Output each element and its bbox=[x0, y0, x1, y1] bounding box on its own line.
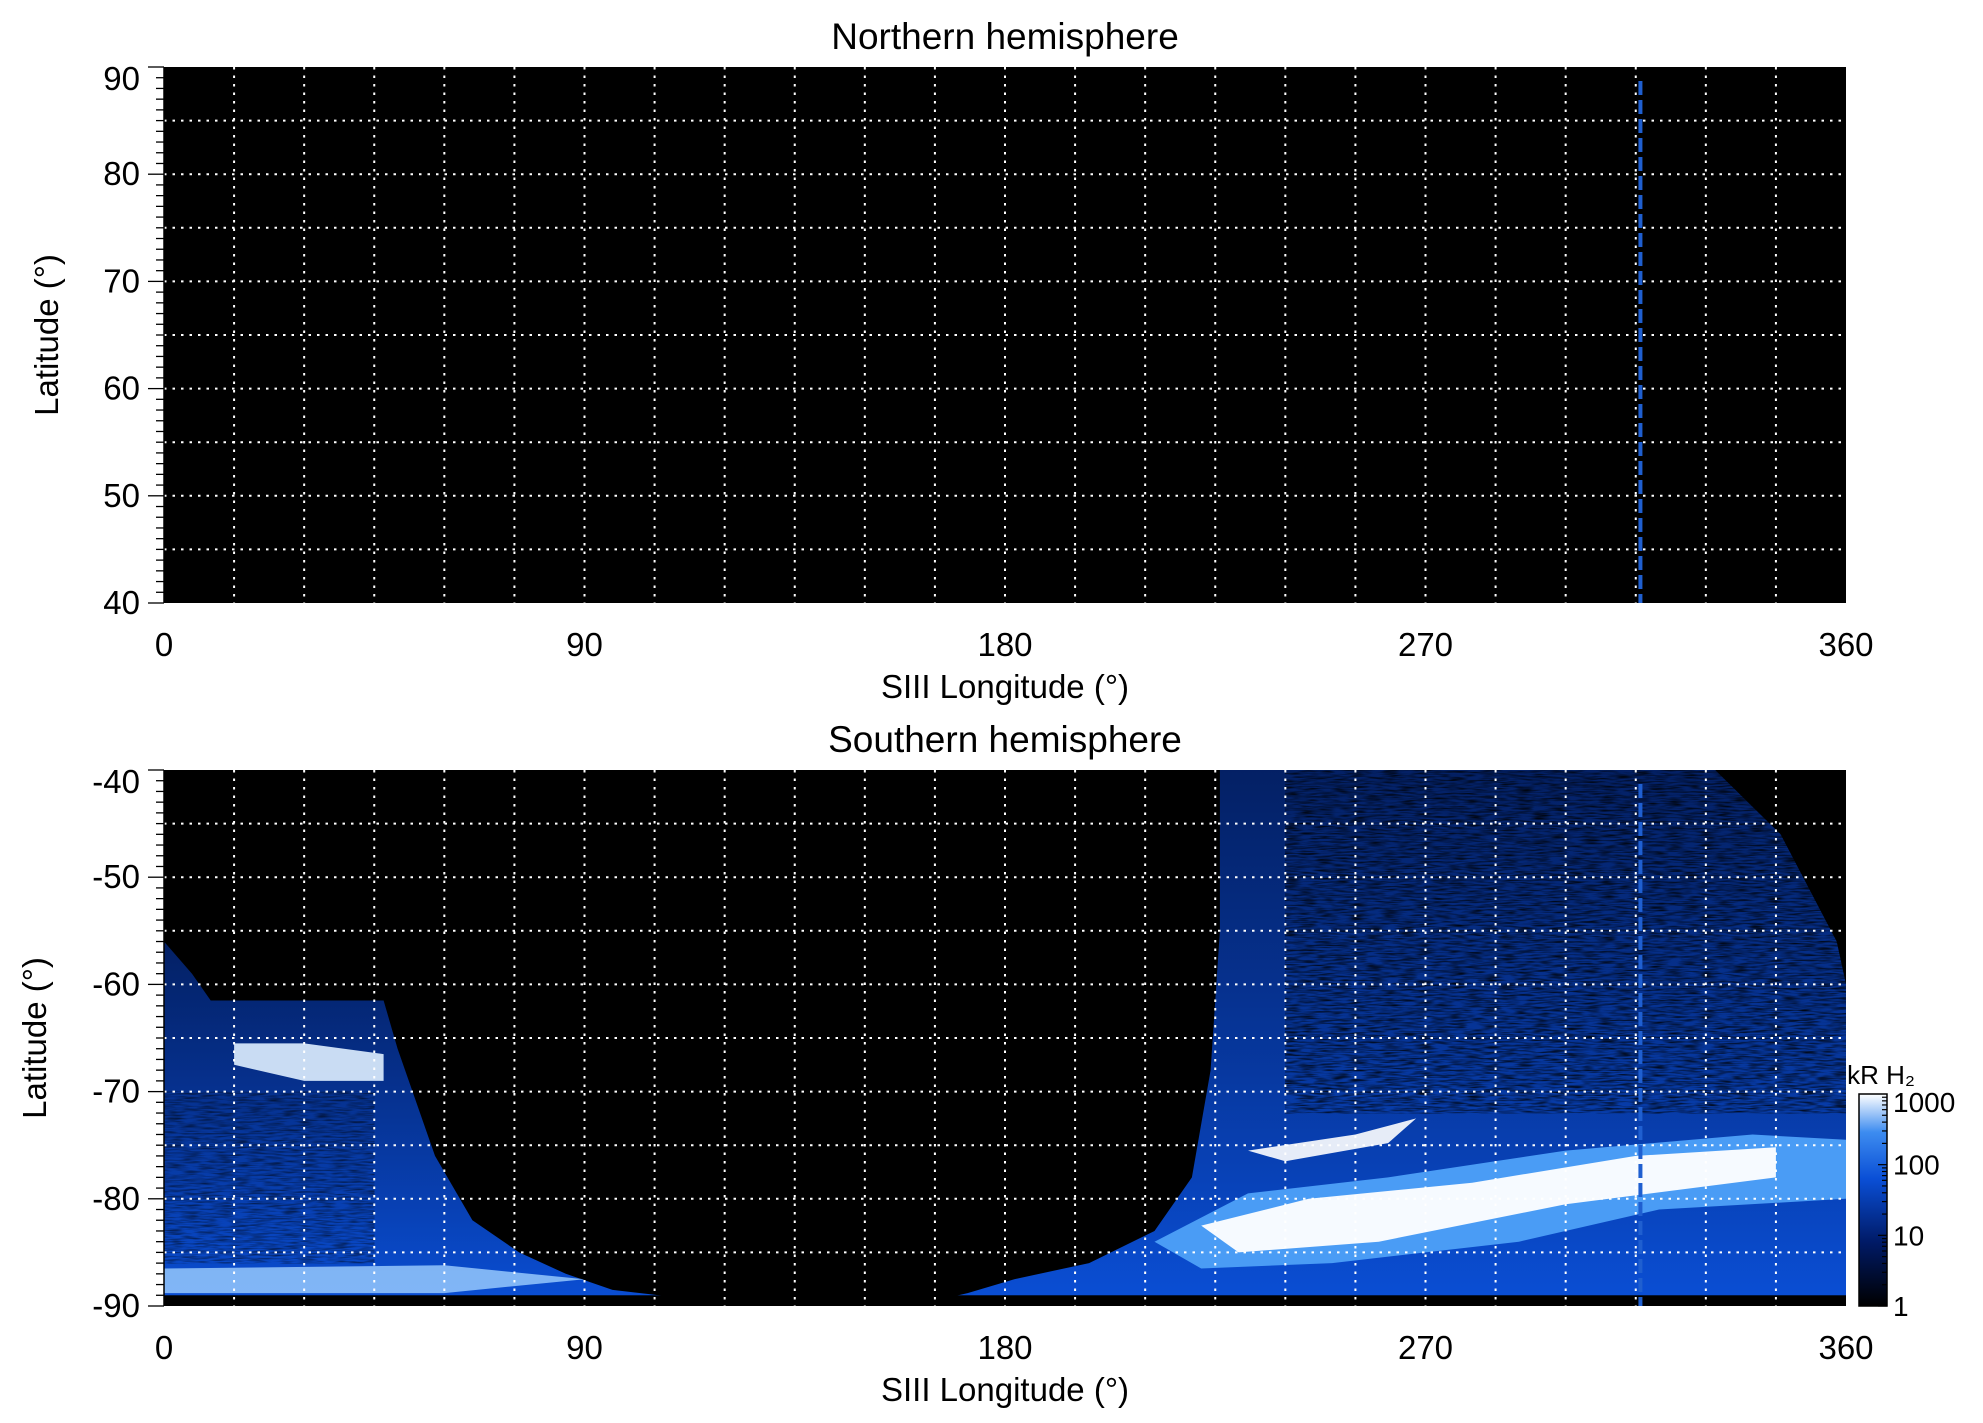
y-tick-label: 50 bbox=[103, 477, 140, 514]
colorbar-gradient bbox=[1858, 1093, 1888, 1307]
southern-aurora-emission bbox=[164, 770, 1846, 1306]
northern-y-axis-label: Latitude (°) bbox=[28, 254, 65, 416]
emission-noise-west bbox=[164, 1091, 375, 1264]
y-tick-label: -80 bbox=[92, 1180, 140, 1217]
y-tick-label: -70 bbox=[92, 1073, 140, 1110]
y-tick-label: 70 bbox=[103, 262, 140, 299]
west-bright-band bbox=[234, 1043, 384, 1081]
x-tick-label: 0 bbox=[155, 626, 173, 663]
northern-title: Northern hemisphere bbox=[831, 16, 1179, 57]
southern-x-axis-label: SIII Longitude (°) bbox=[881, 1371, 1129, 1408]
northern-x-axis-label: SIII Longitude (°) bbox=[881, 668, 1129, 705]
colorbar-tick-label: 1 bbox=[1893, 1291, 1909, 1322]
y-tick-label: 60 bbox=[103, 370, 140, 407]
southern-hemisphere-panel: Southern hemisphere -40 -50 -60 -70 -80 -90 0… bbox=[16, 719, 1874, 1408]
x-tick-label: 270 bbox=[1398, 1329, 1453, 1366]
southern-title: Southern hemisphere bbox=[828, 719, 1182, 760]
southern-y-axis-label: Latitude (°) bbox=[16, 957, 53, 1119]
y-tick-label: -50 bbox=[92, 858, 140, 895]
x-tick-label: 360 bbox=[1818, 626, 1873, 663]
pole-strip bbox=[164, 1295, 1846, 1306]
x-tick-label: 180 bbox=[977, 1329, 1032, 1366]
northern-x-axis: 0 90 180 270 360 bbox=[155, 626, 1874, 663]
x-tick-label: 360 bbox=[1818, 1329, 1873, 1366]
y-tick-label: -40 bbox=[92, 763, 140, 800]
colorbar-ticks: 1 10 100 1000 bbox=[1878, 1087, 1955, 1322]
colorbar-tick-label: 1000 bbox=[1893, 1087, 1955, 1118]
northern-plot-area bbox=[164, 67, 1846, 603]
x-tick-label: 90 bbox=[566, 626, 603, 663]
x-tick-label: 180 bbox=[977, 626, 1032, 663]
x-tick-label: 0 bbox=[155, 1329, 173, 1366]
northern-hemisphere-panel: Northern hemisphere 40 50 60 70 80 90 0 90 180 2… bbox=[28, 16, 1874, 705]
main-oval-bright bbox=[1201, 1147, 1776, 1253]
main-oval-arc bbox=[1248, 1118, 1417, 1162]
colorbar: kR H₂ 1 10 100 1000 bbox=[1847, 1060, 1955, 1322]
colorbar-tick-label: 10 bbox=[1893, 1220, 1924, 1251]
west-polar-band bbox=[164, 1265, 585, 1294]
y-tick-label: -60 bbox=[92, 965, 140, 1002]
colorbar-label: kR H₂ bbox=[1847, 1060, 1915, 1090]
y-tick-label: 90 bbox=[103, 60, 140, 97]
colorbar-tick-label: 100 bbox=[1893, 1150, 1940, 1181]
y-tick-label: 80 bbox=[103, 155, 140, 192]
y-tick-label: 40 bbox=[103, 584, 140, 621]
southern-x-axis: 0 90 180 270 360 bbox=[155, 1329, 1874, 1366]
x-tick-label: 90 bbox=[566, 1329, 603, 1366]
southern-y-axis: -40 -50 -60 -70 -80 -90 bbox=[92, 763, 165, 1324]
x-tick-label: 270 bbox=[1398, 626, 1453, 663]
y-tick-label: -90 bbox=[92, 1287, 140, 1324]
northern-y-axis: 40 50 60 70 80 90 bbox=[103, 60, 165, 621]
